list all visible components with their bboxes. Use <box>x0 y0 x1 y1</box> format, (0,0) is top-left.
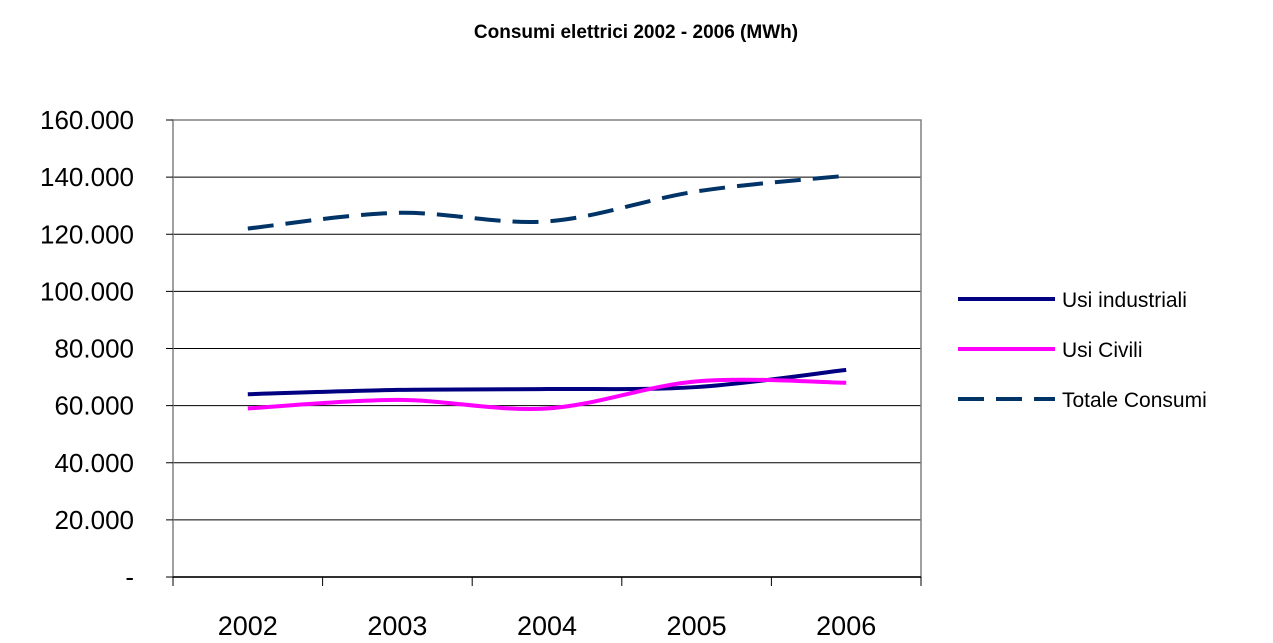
legend: Usi industriali Usi Civili Totale Consumi <box>958 289 1207 412</box>
x-tick-label: 2005 <box>667 611 727 641</box>
x-axis: 2002 2003 2004 2005 2006 <box>172 576 922 641</box>
x-tick-label: 2002 <box>218 611 278 641</box>
y-tick-label: 40.000 <box>54 448 134 478</box>
legend-label-2: Totale Consumi <box>1062 389 1207 412</box>
x-tick-label: 2006 <box>816 611 876 641</box>
y-tick-label: 140.000 <box>40 162 134 192</box>
series-line-2 <box>247 173 847 231</box>
chart-title: Consumi elettrici 2002 - 2006 (MWh) <box>474 22 798 43</box>
gridlines <box>173 176 921 521</box>
x-tick-label: 2003 <box>367 611 427 641</box>
x-tick-label: 2004 <box>517 611 577 641</box>
series-line-0 <box>247 367 847 397</box>
series-lines <box>247 173 847 411</box>
y-tick-label: 20.000 <box>54 505 134 535</box>
y-tick-label: 80.000 <box>54 334 134 364</box>
y-tick-label: 160.000 <box>40 105 134 135</box>
series-line-1 <box>247 377 847 411</box>
y-tick-label: - <box>125 562 134 592</box>
y-axis: - 20.000 40.000 60.000 80.000 100.000 120.000 1… <box>40 105 173 592</box>
y-tick-label: 60.000 <box>54 391 134 421</box>
legend-label-0: Usi industriali <box>1062 289 1187 312</box>
legend-label-1: Usi Civili <box>1062 339 1143 362</box>
y-tick-label: 120.000 <box>40 219 134 249</box>
y-tick-label: 100.000 <box>40 276 134 306</box>
